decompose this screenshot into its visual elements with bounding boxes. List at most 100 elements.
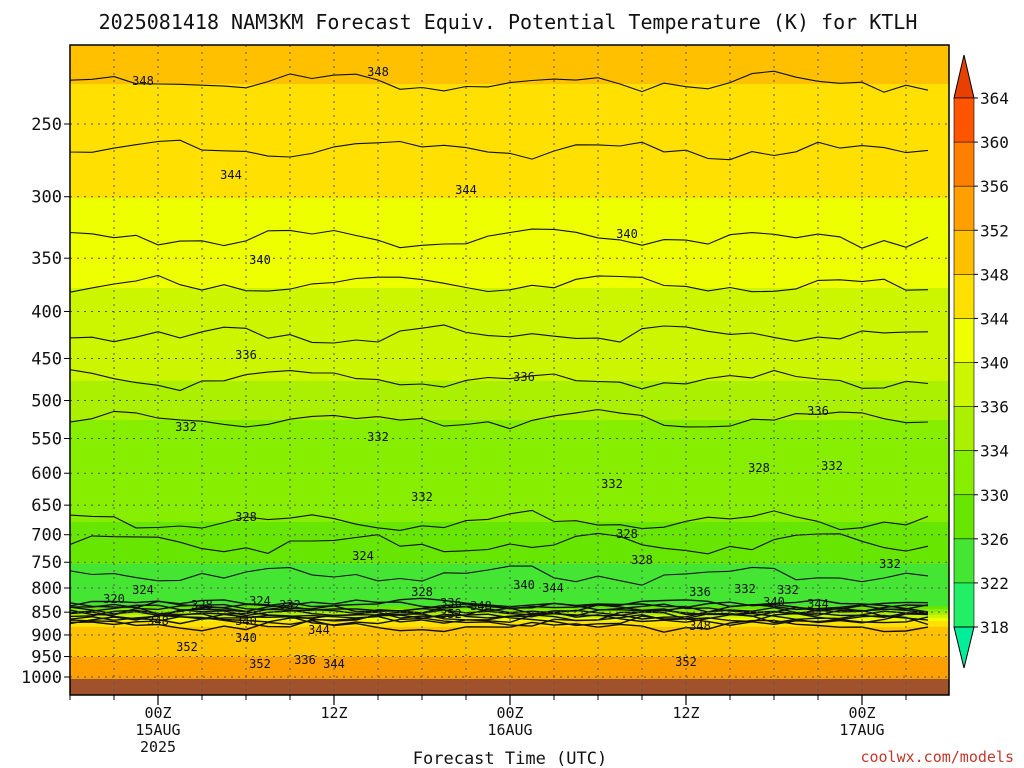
field-band: [70, 393, 949, 397]
contour-label: 328: [235, 510, 257, 524]
contour-label: 348: [367, 65, 389, 79]
colorbar-label: 336: [980, 398, 1009, 417]
contour-label: 328: [411, 585, 433, 599]
field-band: [70, 54, 949, 58]
field-band: [70, 453, 949, 457]
field-band: [70, 579, 949, 583]
contour-label: 348: [470, 599, 492, 613]
field-band: [70, 111, 949, 115]
field-band: [70, 147, 949, 151]
y-tick-label: 350: [31, 249, 62, 269]
contour-line: [70, 604, 929, 619]
contour-line: [70, 139, 929, 161]
x-tick-label: 12Z: [672, 704, 699, 722]
y-tick-label: 550: [31, 430, 62, 450]
field-band: [70, 162, 949, 166]
field-band: [70, 273, 949, 277]
field-band: [70, 132, 949, 136]
field-band: [70, 141, 949, 145]
field-band: [70, 669, 949, 673]
contour-line: [70, 532, 929, 555]
colorbar-segment: [953, 582, 975, 628]
colorbar-arrow-bottom: [953, 626, 975, 669]
colorbar: 318 322 326 330 334 336 340 344 348 352 356 360 364: [953, 54, 1009, 669]
field-band: [70, 489, 949, 493]
field-band: [70, 438, 949, 442]
colorbar-label: 334: [980, 442, 1009, 461]
y-tick-label: 900: [31, 626, 62, 646]
field-band: [70, 270, 949, 274]
contour-line: [70, 324, 929, 344]
y-tick-label: 300: [31, 188, 62, 208]
field-band: [70, 102, 949, 106]
contour-label: 340: [513, 578, 535, 592]
x-axis-label: Forecast Time (UTC): [413, 749, 607, 768]
contour-label: 340: [616, 227, 638, 241]
field-band: [70, 264, 949, 268]
field-band: [70, 201, 949, 205]
field-band: [70, 657, 949, 661]
contour-label: 320: [103, 592, 125, 606]
contour-label: 344: [542, 581, 564, 595]
contour-label: 328: [631, 553, 653, 567]
field-band: [70, 600, 949, 604]
field-band: [70, 237, 949, 241]
field-band: [70, 588, 949, 592]
y-tick-label: 850: [31, 603, 62, 623]
field-band: [70, 417, 949, 421]
field-band: [70, 126, 949, 130]
colorbar-segment: [953, 362, 975, 408]
field-band: [70, 75, 949, 79]
field-band: [70, 249, 949, 253]
y-tick-label: 1000: [21, 668, 62, 688]
field-band: [70, 594, 949, 598]
field-band: [70, 291, 949, 295]
field-band: [70, 663, 949, 667]
field-band: [70, 120, 949, 124]
contour-label: 344: [323, 657, 345, 671]
field-band: [70, 495, 949, 499]
field-band: [70, 573, 949, 577]
field-band: [70, 411, 949, 415]
contour-label: 332: [821, 459, 843, 473]
contour-label: 328: [191, 598, 213, 612]
field-band: [70, 636, 949, 640]
field-band: [70, 351, 949, 355]
colorbar-label: 318: [980, 618, 1009, 637]
field-band: [70, 525, 949, 529]
contour-label: 336: [513, 370, 535, 384]
y-axis: 250 300 350 400 450 500 550 600 650 700 750 800 850 9…: [21, 115, 70, 688]
field-band: [70, 609, 949, 613]
x-tick-label: 00Z: [144, 704, 171, 722]
contour-label: 336: [294, 653, 316, 667]
field-band: [70, 225, 949, 229]
field-band: [70, 105, 949, 109]
y-tick-label: 600: [31, 464, 62, 484]
field-band: [70, 519, 949, 523]
field-band: [70, 405, 949, 409]
y-tick-label: 750: [31, 553, 62, 573]
contour-label: 348: [147, 614, 169, 628]
watermark: coolwx.com/models: [860, 748, 1014, 766]
field-band: [70, 186, 949, 190]
x-tick-label: 12Z: [320, 704, 347, 722]
field-band: [70, 585, 949, 589]
field-band: [70, 321, 949, 325]
field-band: [70, 432, 949, 436]
contour-line: [70, 228, 929, 249]
field-band: [70, 330, 949, 334]
field-band: [70, 195, 949, 199]
field-band: [70, 441, 949, 445]
field-band: [70, 84, 949, 88]
field-band: [70, 627, 949, 631]
contour-label: 352: [675, 655, 697, 669]
contour-label: 336: [235, 348, 257, 362]
field-band: [70, 159, 949, 163]
contour-line: [70, 619, 929, 633]
field-band: [70, 69, 949, 73]
field-band: [70, 78, 949, 82]
colorbar-segment: [953, 229, 975, 276]
contour-label: 336: [807, 404, 829, 418]
